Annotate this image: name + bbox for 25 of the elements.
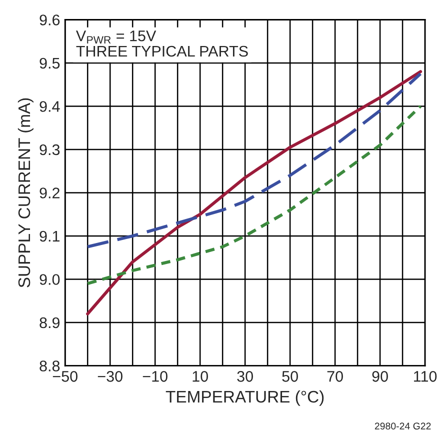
text: 2980-24 G22	[374, 422, 431, 430]
y-tick-label: 9.2	[40, 188, 60, 198]
y-tick-label: 9.6	[40, 14, 60, 26]
x-tick-label: 10	[192, 370, 208, 382]
x-axis-title: TEMPERATURE (°C)	[166, 390, 324, 406]
y-tick-label: 9.3	[40, 144, 60, 156]
y-tick-label: 9.4	[40, 101, 60, 112]
y-tick-label: 8.8	[40, 360, 60, 372]
y-tick-label: 8.9	[40, 317, 60, 328]
x-tick-label: 110	[414, 370, 437, 382]
y-tick-label: 9.0	[40, 274, 60, 285]
x-tick-label: −10	[142, 370, 168, 382]
y-tick-label: 9.5	[40, 58, 60, 69]
x-tick-label: 90	[372, 370, 388, 382]
y-tick-label: 9.1	[40, 230, 60, 242]
line-series	[86, 72, 422, 248]
x-tick-label: −30	[98, 370, 122, 382]
x-tick-label: −50	[52, 370, 78, 382]
x-tick-label: 70	[327, 370, 343, 382]
y-axis-title: SUPPLY CURRENT (mA)	[18, 98, 34, 288]
annotation: V$_{PWR}$ = 15V THREE TYPICAL PARTS	[76, 30, 248, 57]
x-tick-label: 50	[282, 370, 298, 382]
line-series	[86, 70, 422, 316]
x-tick-label: 30	[237, 370, 253, 382]
line-series	[86, 104, 422, 286]
